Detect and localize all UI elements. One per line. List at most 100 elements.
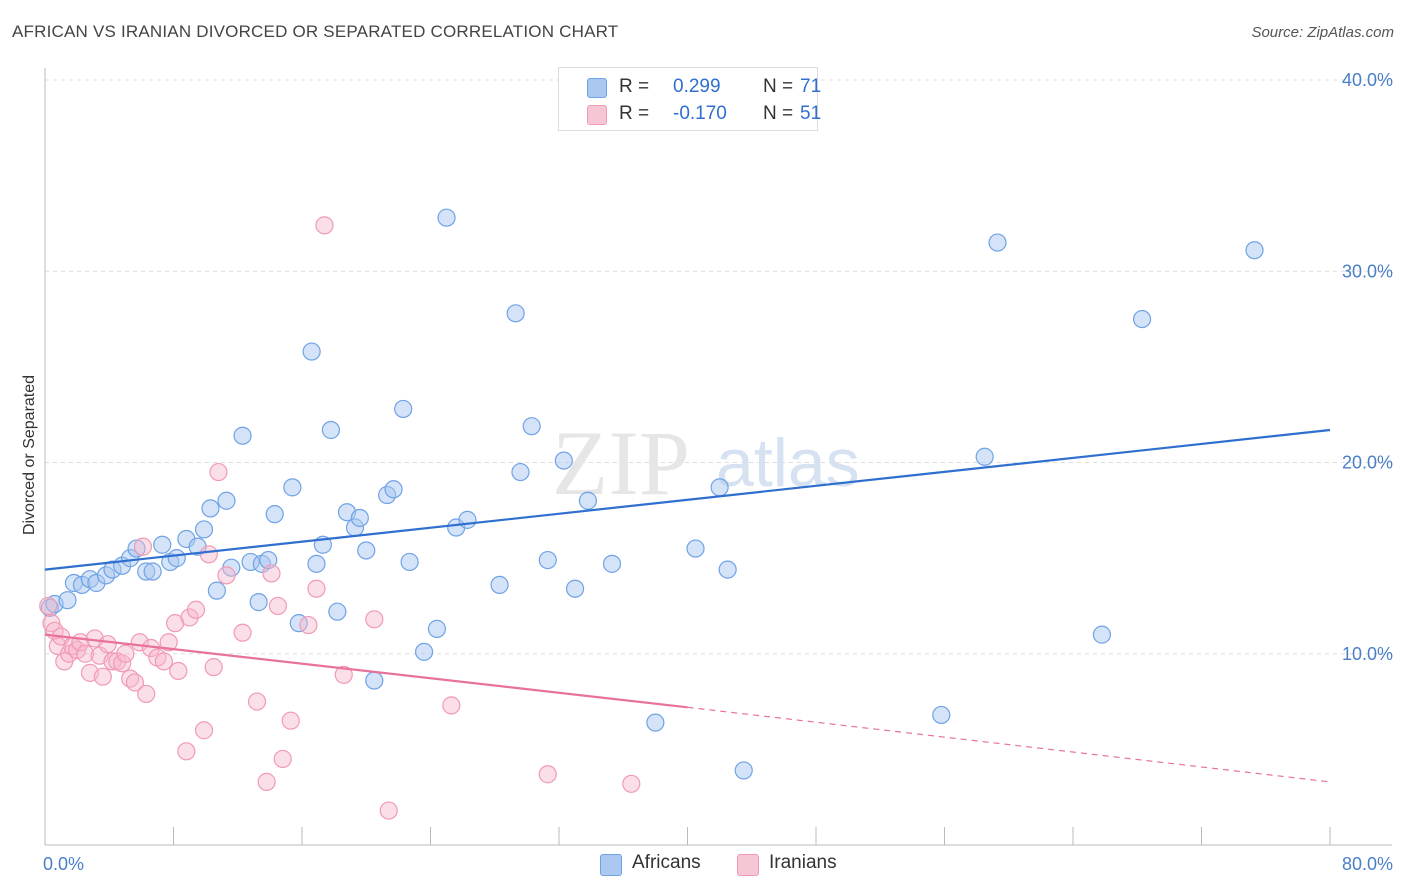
- y-axis-label: Divorced or Separated: [21, 375, 38, 535]
- data-point-africans: [718, 560, 737, 579]
- data-point-iranians: [299, 615, 318, 635]
- data-point-africans: [127, 539, 146, 558]
- data-point-africans: [153, 535, 172, 554]
- x-tick-label: 0.0%: [43, 854, 84, 874]
- data-point-iranians: [186, 600, 206, 619]
- trend-line-iranians-extension: [687, 706, 1331, 783]
- legend-r-value: 0.299: [673, 76, 721, 97]
- bottom-legend-swatch-iranians: [737, 854, 759, 876]
- data-point-iranians: [39, 596, 58, 616]
- x-tick-labels: 0.0% 80.0%: [43, 854, 1393, 874]
- bottom-legend-label-iranians: Iranians: [769, 852, 837, 873]
- data-point-africans: [217, 491, 236, 510]
- chart-title: AFRICAN VS IRANIAN DIVORCED OR SEPARATED…: [12, 22, 619, 41]
- data-point-iranians: [379, 801, 398, 820]
- y-tick-label: 30.0%: [1342, 261, 1393, 281]
- data-point-africans: [167, 549, 186, 568]
- source-label: Source: ZipAtlas.com: [1251, 24, 1394, 41]
- data-point-africans: [458, 510, 477, 529]
- data-point-africans: [437, 208, 456, 227]
- data-point-africans: [988, 233, 1007, 252]
- data-point-africans: [194, 520, 214, 539]
- data-point-iranians: [116, 644, 135, 663]
- data-point-iranians: [204, 658, 223, 677]
- data-point-africans: [538, 550, 557, 570]
- data-point-iranians: [365, 610, 384, 629]
- data-point-africans: [249, 593, 268, 612]
- data-point-africans: [522, 417, 541, 436]
- data-point-iranians: [93, 667, 112, 686]
- data-point-africans: [307, 554, 326, 573]
- data-point-africans: [143, 562, 162, 581]
- data-point-iranians: [273, 749, 292, 769]
- data-point-africans: [734, 761, 753, 780]
- data-point-africans: [686, 539, 705, 558]
- legend-n-label: N =: [763, 103, 794, 124]
- data-point-africans: [302, 342, 321, 361]
- data-point-africans: [554, 451, 573, 470]
- data-point-iranians: [268, 596, 288, 616]
- data-point-africans: [427, 619, 447, 638]
- data-point-africans: [1245, 241, 1264, 260]
- legend-n-label: N =: [763, 76, 794, 97]
- data-point-iranians: [538, 765, 557, 784]
- trend-line-africans: [44, 428, 1331, 571]
- data-point-iranians: [112, 654, 132, 673]
- data-point-africans: [490, 575, 509, 595]
- data-point-africans: [646, 713, 665, 732]
- data-point-iranians: [217, 566, 236, 585]
- trend-lines: [44, 428, 1331, 783]
- data-point-africans: [58, 591, 77, 610]
- data-point-africans: [321, 420, 341, 440]
- y-tick-label: 40.0%: [1342, 70, 1393, 90]
- data-point-africans: [265, 505, 284, 524]
- data-point-iranians: [247, 692, 267, 711]
- data-point-iranians: [262, 564, 281, 583]
- trend-line-iranians: [44, 633, 688, 709]
- data-point-iranians: [133, 537, 153, 556]
- data-point-africans: [365, 671, 384, 690]
- data-point-africans: [932, 705, 951, 725]
- data-point-africans: [384, 480, 403, 499]
- y-tick-labels: 10.0% 20.0% 30.0% 40.0%: [1342, 70, 1393, 664]
- series-iranians-points: [39, 216, 641, 820]
- correlation-legend: R = 0.299 N = 71 R = -0.170 N = 51: [558, 67, 822, 131]
- watermark-zip: ZIP: [552, 412, 690, 514]
- axes: [44, 68, 1392, 846]
- data-point-africans: [578, 491, 598, 510]
- data-point-iranians: [169, 661, 188, 681]
- data-point-iranians: [177, 742, 196, 761]
- data-point-iranians: [281, 711, 300, 730]
- series-africans-points: [40, 208, 1264, 780]
- data-point-iranians: [137, 684, 156, 704]
- bottom-legend-swatch-africans: [600, 854, 622, 876]
- data-point-africans: [400, 552, 419, 572]
- data-point-africans: [394, 399, 413, 419]
- data-point-africans: [283, 478, 302, 497]
- data-point-africans: [350, 508, 369, 528]
- legend-swatch-iranians: [587, 105, 607, 125]
- data-point-iranians: [257, 772, 276, 791]
- data-point-africans: [602, 554, 622, 573]
- data-point-africans: [710, 478, 729, 497]
- data-point-africans: [565, 579, 585, 598]
- legend-swatch-africans: [587, 78, 607, 98]
- data-point-africans: [357, 541, 376, 560]
- legend-n-value: 71: [800, 76, 822, 97]
- data-point-africans: [414, 642, 434, 661]
- legend-r-label: R =: [619, 76, 650, 97]
- data-point-iranians: [307, 579, 326, 598]
- data-point-africans: [511, 462, 530, 482]
- data-point-africans: [1092, 625, 1112, 644]
- legend-r-label: R =: [619, 103, 650, 124]
- data-point-iranians: [334, 665, 353, 684]
- data-point-africans: [259, 550, 278, 570]
- data-point-africans: [328, 602, 347, 621]
- data-point-iranians: [199, 545, 218, 564]
- data-point-iranians: [315, 216, 334, 235]
- data-point-iranians: [98, 635, 117, 654]
- legend-n-value: 51: [800, 103, 822, 124]
- bottom-legend-label-africans: Africans: [632, 852, 701, 873]
- data-point-iranians: [622, 774, 641, 793]
